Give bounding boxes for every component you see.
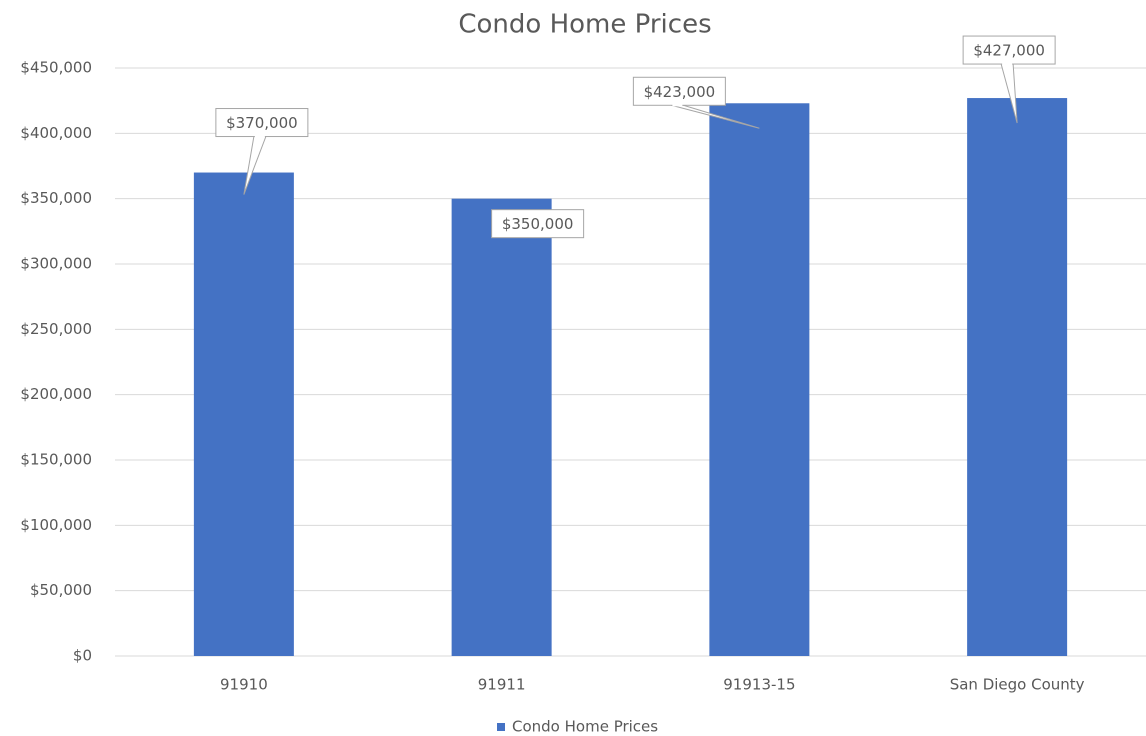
data-label-box: [632, 76, 726, 106]
data-label-box: [215, 108, 309, 138]
x-tick-label: 91910: [220, 676, 268, 694]
bar: [709, 103, 810, 656]
bar: [451, 198, 552, 656]
data-label-box: [491, 209, 585, 239]
data-label-box: [962, 35, 1056, 65]
legend-label: Condo Home Prices: [512, 718, 658, 736]
data-label: $370,000: [226, 114, 298, 132]
data-label: $427,000: [973, 42, 1045, 60]
y-tick-label: $200,000: [20, 385, 92, 403]
chart-title: Condo Home Prices: [458, 10, 711, 40]
data-label: $350,000: [502, 215, 574, 233]
x-tick-label: 91911: [478, 676, 526, 694]
y-tick-label: $0: [73, 647, 92, 665]
y-tick-label: $100,000: [20, 516, 92, 534]
bar: [967, 98, 1068, 656]
y-tick-label: $50,000: [30, 581, 92, 599]
y-tick-label: $250,000: [20, 320, 92, 338]
x-tick-label: San Diego County: [950, 676, 1085, 694]
data-label: $423,000: [644, 83, 716, 101]
y-tick-label: $300,000: [20, 255, 92, 273]
legend-swatch: [497, 723, 505, 731]
x-tick-label: 91913-15: [723, 676, 795, 694]
bar: [193, 172, 294, 657]
y-tick-label: $150,000: [20, 451, 92, 469]
y-tick-label: $450,000: [20, 59, 92, 77]
y-tick-label: $400,000: [20, 124, 92, 142]
y-tick-label: $350,000: [20, 189, 92, 207]
